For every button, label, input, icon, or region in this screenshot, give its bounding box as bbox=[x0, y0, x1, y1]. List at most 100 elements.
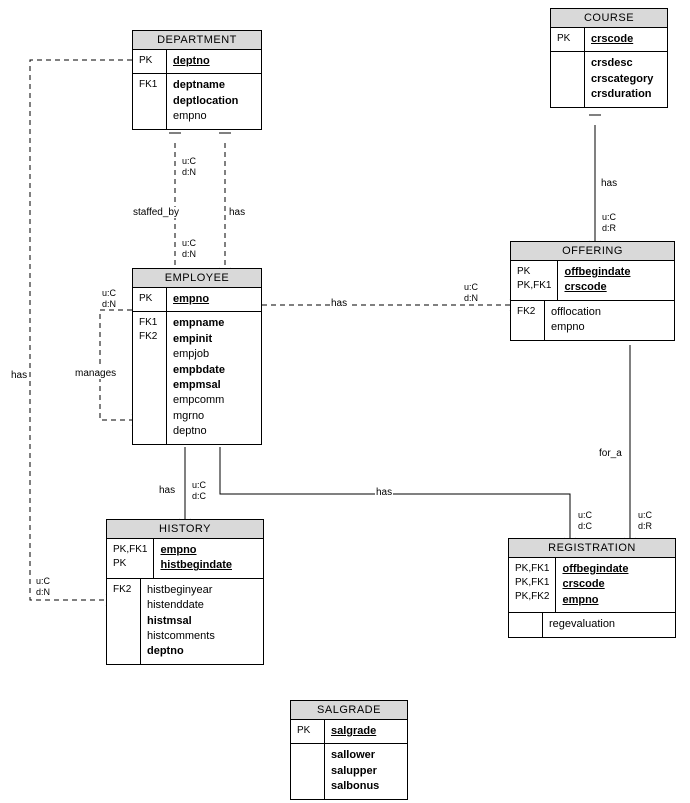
entity-department: DEPARTMENTPKdeptnoFK1deptnamedeptlocatio… bbox=[132, 30, 262, 130]
attr: histbegindate bbox=[160, 558, 257, 573]
key-column: PK,FK1 PK,FK1 PK,FK2 bbox=[509, 558, 556, 612]
entity-row: FK1deptnamedeptlocationempno bbox=[133, 74, 261, 128]
attr: offbegindate bbox=[562, 562, 669, 577]
attr: offbegindate bbox=[564, 265, 668, 280]
attr-column: empno bbox=[167, 288, 261, 311]
edge-label-emp_reg_has: has bbox=[375, 487, 393, 498]
entity-row: PK empno bbox=[133, 288, 261, 312]
key-column: FK1 bbox=[133, 74, 167, 128]
attr: empinit bbox=[173, 332, 255, 347]
attr: histcomments bbox=[147, 629, 257, 644]
cardinality-label: u:C d:C bbox=[192, 480, 206, 502]
er-diagram-canvas: DEPARTMENTPKdeptnoFK1deptnamedeptlocatio… bbox=[0, 0, 690, 803]
attr: empbdate bbox=[173, 363, 255, 378]
entity-title: HISTORY bbox=[107, 520, 263, 539]
entity-title: COURSE bbox=[551, 9, 667, 28]
attr-column: deptnamedeptlocationempno bbox=[167, 74, 261, 128]
entity-row: PK salgrade bbox=[291, 720, 407, 744]
attr: histmsal bbox=[147, 614, 257, 629]
key-column: PK PK,FK1 bbox=[511, 261, 558, 300]
entity-offering: OFFERINGPK PK,FK1offbegindatecrscodeFK2o… bbox=[510, 241, 675, 341]
entity-employee: EMPLOYEEPKempnoFK1 FK2empnameempinitempj… bbox=[132, 268, 262, 445]
attr: crscode bbox=[562, 577, 669, 592]
key-column: PK,FK1 PK bbox=[107, 539, 154, 578]
attr-column: offbegindatecrscodeempno bbox=[556, 558, 675, 612]
cardinality-label: u:C d:N bbox=[182, 238, 196, 260]
attr-column: sallowersaluppersalbonus bbox=[325, 744, 407, 798]
key-column: PK bbox=[133, 288, 167, 311]
key-column: FK2 bbox=[511, 301, 545, 340]
attr-column: empnohistbegindate bbox=[154, 539, 263, 578]
cardinality-label: u:C d:N bbox=[102, 288, 116, 310]
attr: salgrade bbox=[331, 724, 401, 739]
attr: empjob bbox=[173, 347, 255, 362]
attr: sallower bbox=[331, 748, 401, 763]
attr: crscode bbox=[564, 280, 668, 295]
entity-row: PKcrscode bbox=[551, 28, 667, 52]
entity-row: regevaluation bbox=[509, 613, 675, 636]
attr: crsduration bbox=[591, 87, 661, 102]
entity-row: FK2offlocationempno bbox=[511, 301, 674, 340]
edge-label-emp_off_has: has bbox=[330, 298, 348, 309]
entity-row: PK PK,FK1offbegindatecrscode bbox=[511, 261, 674, 301]
attr: deptno bbox=[147, 644, 257, 659]
attr: deptno bbox=[173, 424, 255, 439]
attr-column: deptno bbox=[167, 50, 261, 73]
attr: deptno bbox=[173, 54, 255, 69]
attr: deptlocation bbox=[173, 94, 255, 109]
edge-label-off_reg_for_a: for_a bbox=[598, 448, 623, 459]
entity-row: FK1 FK2empnameempinitempjobempbdateempms… bbox=[133, 312, 261, 443]
attr: empname bbox=[173, 316, 255, 331]
entity-title: REGISTRATION bbox=[509, 539, 675, 558]
attr-column: empnameempinitempjobempbdateempmsalempco… bbox=[167, 312, 261, 443]
entity-row: sallowersaluppersalbonus bbox=[291, 744, 407, 798]
key-column: PK bbox=[551, 28, 585, 51]
entity-row: PK,FK1 PKempnohistbegindate bbox=[107, 539, 263, 579]
attr: empno bbox=[173, 109, 255, 124]
entity-row: PKdeptno bbox=[133, 50, 261, 74]
attr-column: offbegindatecrscode bbox=[558, 261, 674, 300]
attr: empno bbox=[173, 292, 255, 307]
attr-column: crsdesccrscategorycrsduration bbox=[585, 52, 667, 106]
cardinality-label: u:C d:R bbox=[638, 510, 652, 532]
edge-label-dept_emp_has: has bbox=[228, 207, 246, 218]
entity-registration: REGISTRATIONPK,FK1 PK,FK1 PK,FK2offbegin… bbox=[508, 538, 676, 638]
edge-label-staffed_by: staffed_by bbox=[132, 207, 180, 218]
entity-row: FK2histbeginyearhistenddatehistmsalhistc… bbox=[107, 579, 263, 664]
attr: crsdesc bbox=[591, 56, 661, 71]
attr: empno bbox=[160, 543, 257, 558]
attr: regevaluation bbox=[549, 617, 669, 632]
key-column: FK2 bbox=[107, 579, 141, 664]
attr: deptname bbox=[173, 78, 255, 93]
attr: histenddate bbox=[147, 598, 257, 613]
cardinality-label: u:C d:N bbox=[36, 576, 50, 598]
key-column: FK1 FK2 bbox=[133, 312, 167, 443]
attr: salupper bbox=[331, 764, 401, 779]
edge-label-manages: manages bbox=[74, 368, 117, 379]
attr-column: offlocationempno bbox=[545, 301, 674, 340]
key-column bbox=[291, 744, 325, 798]
attr: empmsal bbox=[173, 378, 255, 393]
attr: empno bbox=[551, 320, 668, 335]
key-column bbox=[551, 52, 585, 106]
cardinality-label: u:C d:C bbox=[578, 510, 592, 532]
attr: mgrno bbox=[173, 409, 255, 424]
cardinality-label: u:C d:N bbox=[182, 156, 196, 178]
attr-column: regevaluation bbox=[543, 613, 675, 636]
attr-column: crscode bbox=[585, 28, 667, 51]
entity-course: COURSEPKcrscodecrsdesccrscategorycrsdura… bbox=[550, 8, 668, 108]
entity-salgrade: SALGRADEPK salgrade sallowersaluppersalbon… bbox=[290, 700, 408, 800]
attr: empcomm bbox=[173, 393, 255, 408]
entity-row: crsdesccrscategorycrsduration bbox=[551, 52, 667, 106]
key-column bbox=[509, 613, 543, 636]
cardinality-label: u:C d:R bbox=[602, 212, 616, 234]
key-column: PK bbox=[291, 720, 325, 743]
attr-column: histbeginyearhistenddatehistmsalhistcomm… bbox=[141, 579, 263, 664]
entity-title: DEPARTMENT bbox=[133, 31, 261, 50]
attr: salbonus bbox=[331, 779, 401, 794]
attr: histbeginyear bbox=[147, 583, 257, 598]
entity-row: PK,FK1 PK,FK1 PK,FK2offbegindatecrscodee… bbox=[509, 558, 675, 613]
entity-title: SALGRADE bbox=[291, 701, 407, 720]
attr: crscategory bbox=[591, 72, 661, 87]
entity-title: OFFERING bbox=[511, 242, 674, 261]
